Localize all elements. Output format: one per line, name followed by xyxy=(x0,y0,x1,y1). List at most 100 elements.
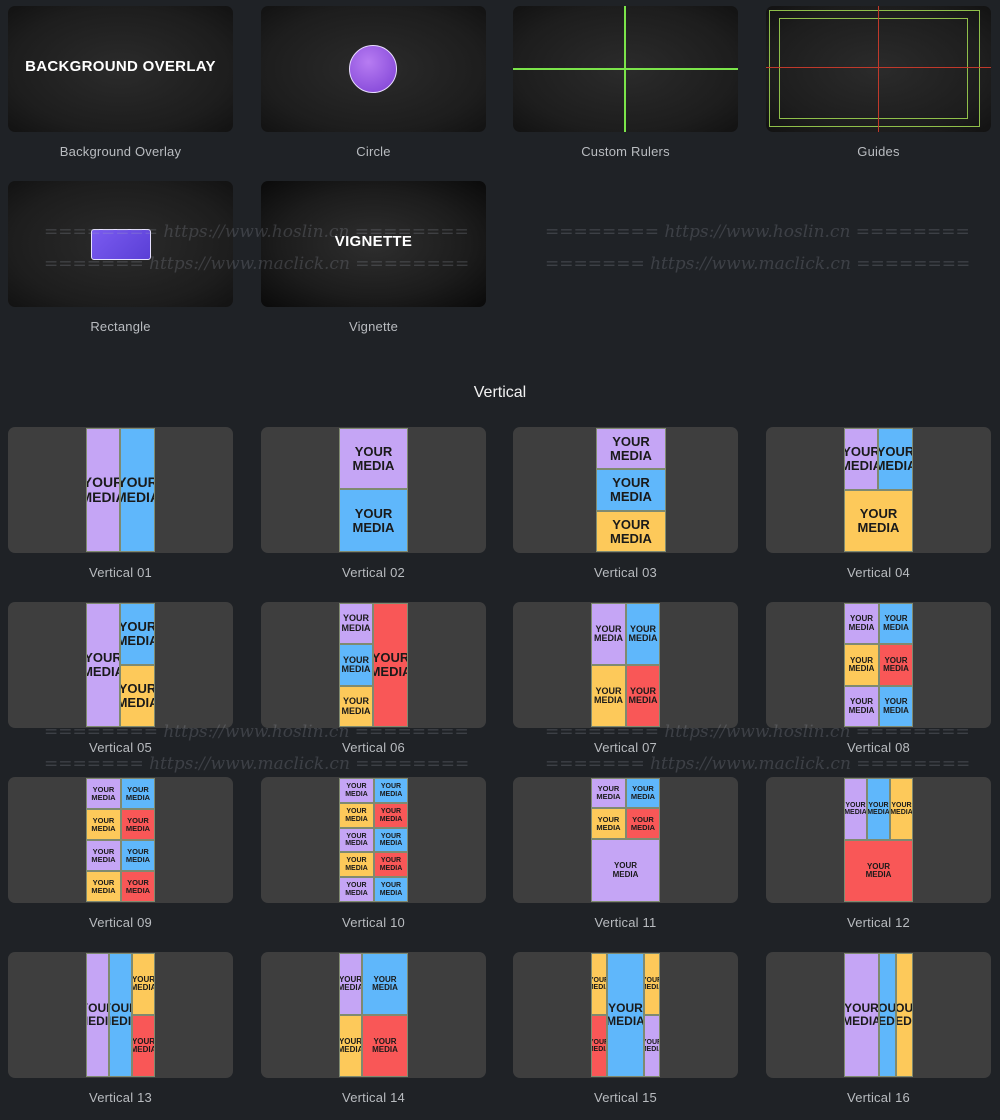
media-placeholder-text: MEDIA xyxy=(883,622,909,632)
media-placeholder-text: YOUR xyxy=(127,815,149,825)
media-placeholder-text: MEDIA xyxy=(125,885,151,895)
template-vertical-08[interactable]: YOUR MEDIA YOUR MEDIA YOUR MEDIA YOUR MEDIA YOUR… xyxy=(766,602,991,755)
effect-label: Rectangle xyxy=(90,319,151,334)
media-placeholder-text: YOUR xyxy=(629,623,656,634)
effect-guides[interactable]: Guides xyxy=(766,6,991,159)
media-placeholder-text: YOUR xyxy=(127,784,149,794)
template-vertical-10[interactable]: YOUR MEDIA YOUR MEDIA YOUR MEDIA YOUR MEDIA YOUR… xyxy=(261,777,486,930)
template-vertical-13[interactable]: YOURMEDIAYOURMEDIAYOURMEDIAYOURMEDIAVert… xyxy=(8,952,233,1105)
effect-thumbnail[interactable] xyxy=(766,6,991,132)
effect-label: Custom Rulers xyxy=(581,144,670,159)
media-placeholder-text: YOUR xyxy=(87,1001,108,1016)
template-vertical-14[interactable]: YOURMEDIAYOURMEDIAYOURMEDIAYOURMEDIAVert… xyxy=(261,952,486,1105)
media-placeholder-text: MEDIA xyxy=(857,520,900,535)
media-placeholder-text: YOUR xyxy=(891,801,912,809)
media-placeholder-text: YOUR xyxy=(120,681,155,697)
media-placeholder-text: YOUR xyxy=(339,1036,362,1046)
media-placeholder-text: YOUR xyxy=(121,474,154,491)
media-placeholder-text: YOUR xyxy=(884,655,908,665)
media-placeholder-text: YOUR xyxy=(373,650,408,666)
effect-thumbnail[interactable]: VIGNETTE xyxy=(261,181,486,307)
media-placeholder-text: YOUR xyxy=(92,846,115,856)
effect-thumbnail[interactable] xyxy=(261,6,486,132)
template-vertical-06[interactable]: YOURMEDIAYOURMEDIAYOURMEDIAYOURMEDIAVert… xyxy=(261,602,486,755)
media-placeholder-text: MEDIA xyxy=(845,458,877,473)
effect-rectangle[interactable]: Rectangle xyxy=(8,181,233,334)
section-heading-vertical: Vertical xyxy=(473,384,527,401)
media-placeholder-text: MEDIA xyxy=(345,889,368,897)
media-placeholder-text: YOUR xyxy=(612,433,650,449)
effect-circle[interactable]: Circle xyxy=(261,6,486,159)
media-placeholder-text: YOUR xyxy=(354,505,393,521)
template-vertical-09[interactable]: YOUR MEDIA YOUR MEDIA YOUR MEDIA YOUR MEDIA YOUR… xyxy=(8,777,233,930)
watermark-text: ======= https://www.maclick.cn ======== xyxy=(44,754,470,774)
media-placeholder-text: MEDIA xyxy=(844,809,867,816)
template-vertical-11[interactable]: YOUR MEDIA YOUR MEDIA YOUR MEDIA YOUR MEDIA YOUR… xyxy=(513,777,738,930)
vertical-ruler-line xyxy=(624,6,626,132)
template-vertical-02[interactable]: YOUR MEDIA YOUR MEDIA Vertical 02 xyxy=(261,427,486,580)
template-vertical-15[interactable]: YOURMEDIAYOURMEDIAYOURMEDIAYOURMEDIAYOUR… xyxy=(513,952,738,1105)
template-label: Vertical 04 xyxy=(847,565,910,580)
media-placeholder-text: YOUR xyxy=(849,614,874,624)
effect-thumbnail[interactable] xyxy=(513,6,738,132)
media-placeholder-text: MEDIA xyxy=(372,983,398,992)
template-vertical-12[interactable]: YOUR MEDIA YOUR MEDIA YOUR MEDIA YOUR MEDIA Vert… xyxy=(766,777,991,930)
template-thumbnail[interactable]: YOURMEDIAYOURMEDIAYOURMEDIAYOURMEDIAYOUR… xyxy=(513,952,738,1078)
effect-thumbnail[interactable] xyxy=(8,181,233,307)
media-placeholder-text: MEDIA xyxy=(592,1046,606,1053)
template-vertical-07[interactable]: YOUR MEDIA YOUR MEDIA YOUR MEDIA YOUR MEDIA Vert… xyxy=(513,602,738,755)
media-placeholder-text: MEDIA xyxy=(594,633,623,643)
effect-thumbnail[interactable]: BACKGROUND OVERLAY xyxy=(8,6,233,132)
media-placeholder-text: MEDIA xyxy=(87,1014,109,1028)
media-placeholder-text: MEDIA xyxy=(848,705,875,715)
media-placeholder-text: MEDIA xyxy=(630,792,656,801)
effect-custom-rulers[interactable]: Custom Rulers xyxy=(513,6,738,159)
media-placeholder-text: MEDIA xyxy=(125,823,151,833)
media-placeholder-text: MEDIA xyxy=(379,840,403,847)
template-label: Vertical 15 xyxy=(594,1090,657,1105)
media-placeholder-text: YOUR xyxy=(878,444,913,460)
media-placeholder-text: MEDIA xyxy=(865,870,892,879)
media-placeholder-text: YOUR xyxy=(868,801,889,809)
effect-background-overlay[interactable]: BACKGROUND OVERLAY Background Overlay xyxy=(8,6,233,159)
media-placeholder-text: YOUR xyxy=(849,655,874,665)
template-vertical-03[interactable]: YOUR MEDIA YOUR MEDIA YOUR MEDIA Vertical 03 xyxy=(513,427,738,580)
effect-vignette[interactable]: VIGNETTE Vignette xyxy=(261,181,486,334)
media-placeholder-text: YOUR xyxy=(879,1001,896,1016)
